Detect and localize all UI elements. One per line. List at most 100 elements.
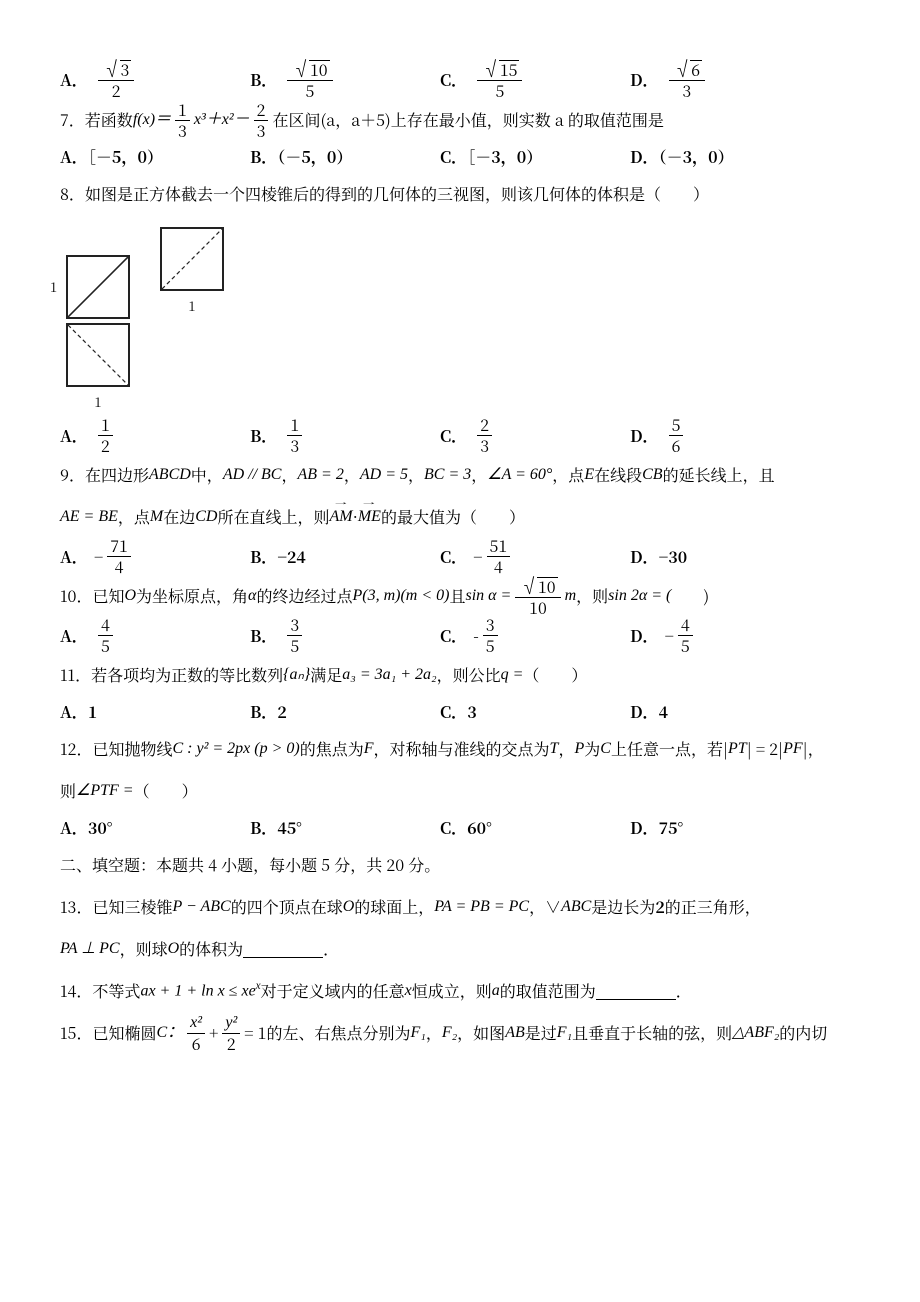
q11-option-a: A．1: [60, 696, 250, 728]
q8-option-b: B． 13: [250, 417, 440, 454]
math: q =: [501, 659, 524, 691]
text: ，点: [552, 459, 584, 491]
fill-blank[interactable]: [596, 983, 676, 1000]
text: 的正三角形，: [665, 891, 761, 923]
math: x³＋x²－: [194, 104, 250, 136]
q9-option-b: B．−24: [250, 541, 440, 573]
text: （ ）: [134, 775, 198, 807]
math: ∠PTF =: [76, 775, 134, 807]
text: 在四边形: [85, 459, 149, 491]
q8-option-c: C． 23: [440, 417, 630, 454]
math: m: [565, 580, 577, 612]
q10-number: 10．: [60, 580, 92, 612]
q15-number: 15．: [60, 1017, 92, 1049]
text: 2: [655, 891, 664, 923]
math: CD: [195, 501, 217, 533]
text: 不等式: [92, 975, 140, 1007]
text: ．: [676, 975, 692, 1007]
text: 已知抛物线: [92, 733, 172, 765]
text: 在线段: [594, 459, 642, 491]
text: 恒成立，则: [412, 975, 492, 1007]
q12-option-b: B．45°: [250, 812, 440, 844]
math: ax + 1 + ln x ≤ xe: [140, 982, 255, 999]
text: 已知: [92, 580, 124, 612]
q6-option-b: B． √10 5: [250, 60, 440, 99]
math: x: [405, 975, 412, 1007]
text: 且垂直于长轴的弦，则: [572, 1017, 732, 1049]
text: 是过: [525, 1017, 557, 1049]
fraction: x² 6: [187, 1015, 205, 1052]
q9-stem-line1: 9． 在四边形 ABCD 中， AD // BC ， AB = 2 ， AD =…: [60, 454, 860, 496]
text: ，则: [576, 580, 608, 612]
math: a: [492, 975, 500, 1007]
math: PA = PB = PC: [434, 891, 529, 923]
math: F₁: [557, 1017, 572, 1049]
option-label: D．: [630, 64, 659, 96]
math: C：: [156, 1017, 183, 1049]
math: P(3, m)(m < 0): [352, 580, 449, 612]
q9-option-a: A． − 714: [60, 538, 250, 575]
three-view-front: [66, 255, 130, 319]
option-label: B．: [250, 64, 277, 96]
q7-options: A．［－5，0） B．（－5，0） C．［－3，0） D．（－3，0）: [60, 141, 860, 173]
text: 若各项均为正数的等比数列: [91, 659, 283, 691]
math: M: [150, 501, 163, 533]
math: BC = 3: [424, 459, 471, 491]
math: = 1: [244, 1017, 266, 1049]
q11-option-d: D．4: [630, 696, 820, 728]
math: F: [364, 733, 374, 765]
math: F₂: [442, 1017, 457, 1049]
text: ．: [323, 933, 339, 965]
fraction: √10 10: [515, 577, 560, 616]
q6-option-c: C． √15 5: [440, 60, 630, 99]
q6-option-d: D． √6 3: [630, 60, 820, 99]
math: AB = 2: [298, 459, 344, 491]
text: 是边长为: [591, 891, 655, 923]
q8-figure-row2: 1: [66, 323, 860, 415]
q8-figure-row1: 1 1: [66, 227, 860, 319]
q9-number: 9．: [60, 459, 85, 491]
fraction: 1 3: [175, 102, 190, 139]
fill-blank[interactable]: [243, 941, 323, 958]
math: ABCD: [149, 459, 191, 491]
q11-number: 11．: [60, 659, 91, 691]
text: ，则公比: [437, 659, 501, 691]
math: sin α =: [465, 580, 511, 612]
q14-stem: 14． 不等式 ax + 1 + ln x ≤ xex 对于定义域内的任意 x …: [60, 970, 860, 1012]
q13-stem-line2: PA ⊥ PC ，则球 O 的体积为 ．: [60, 928, 860, 970]
fraction: √10 5: [287, 60, 332, 99]
three-view-side: [160, 227, 224, 291]
math: a₃ = 3a₁ + 2a₂: [342, 659, 436, 691]
q10-option-b: B． 35: [250, 617, 440, 654]
q12-stem: 12． 已知抛物线 C : y² = 2px (p > 0) 的焦点为 F ，对…: [60, 728, 860, 770]
q13-number: 13．: [60, 891, 92, 923]
text: ，: [558, 733, 574, 765]
q7-option-a: A．［－5，0）: [60, 141, 250, 173]
q11-stem: 11． 若各项均为正数的等比数列 { aₙ } 满足 a₃ = 3a₁ + 2a…: [60, 654, 860, 696]
text: 的内切: [779, 1017, 827, 1049]
q13-stem-line1: 13． 已知三棱锥 P − ABC 的四个顶点在球 O 的球面上， PA = P…: [60, 886, 860, 928]
fraction: 2 3: [254, 102, 269, 139]
math: C: [600, 733, 611, 765]
text: （ ）: [523, 659, 587, 691]
math: AD // BC: [223, 459, 282, 491]
fig-label-bottom: 1: [66, 389, 130, 415]
math: PT: [728, 733, 747, 765]
fraction: √3 2: [98, 60, 134, 99]
q9-options: A． − 714 B．−24 C． − 514 D．−30: [60, 538, 860, 575]
fraction: √6 3: [669, 60, 705, 99]
math: ∠A = 60°: [487, 459, 552, 491]
q7-option-b: B．（－5，0）: [250, 141, 440, 173]
text: ，: [344, 459, 360, 491]
text: ，: [281, 459, 297, 491]
math: O: [343, 891, 355, 923]
math: f(x)＝: [133, 104, 171, 136]
math: +: [209, 1017, 218, 1049]
text: 则: [60, 775, 76, 807]
q8-options: A． 12 B． 13 C． 23 D． 56: [60, 417, 860, 454]
math: C : y² = 2px (p > 0): [172, 733, 299, 765]
math: P: [574, 733, 584, 765]
q7-number: 7．: [60, 104, 85, 136]
q7-stem: 7． 若函数 f(x)＝ 1 3 x³＋x²－ 2 3 在区间(a，a＋5)上存…: [60, 99, 860, 141]
text: 已知椭圆: [92, 1017, 156, 1049]
